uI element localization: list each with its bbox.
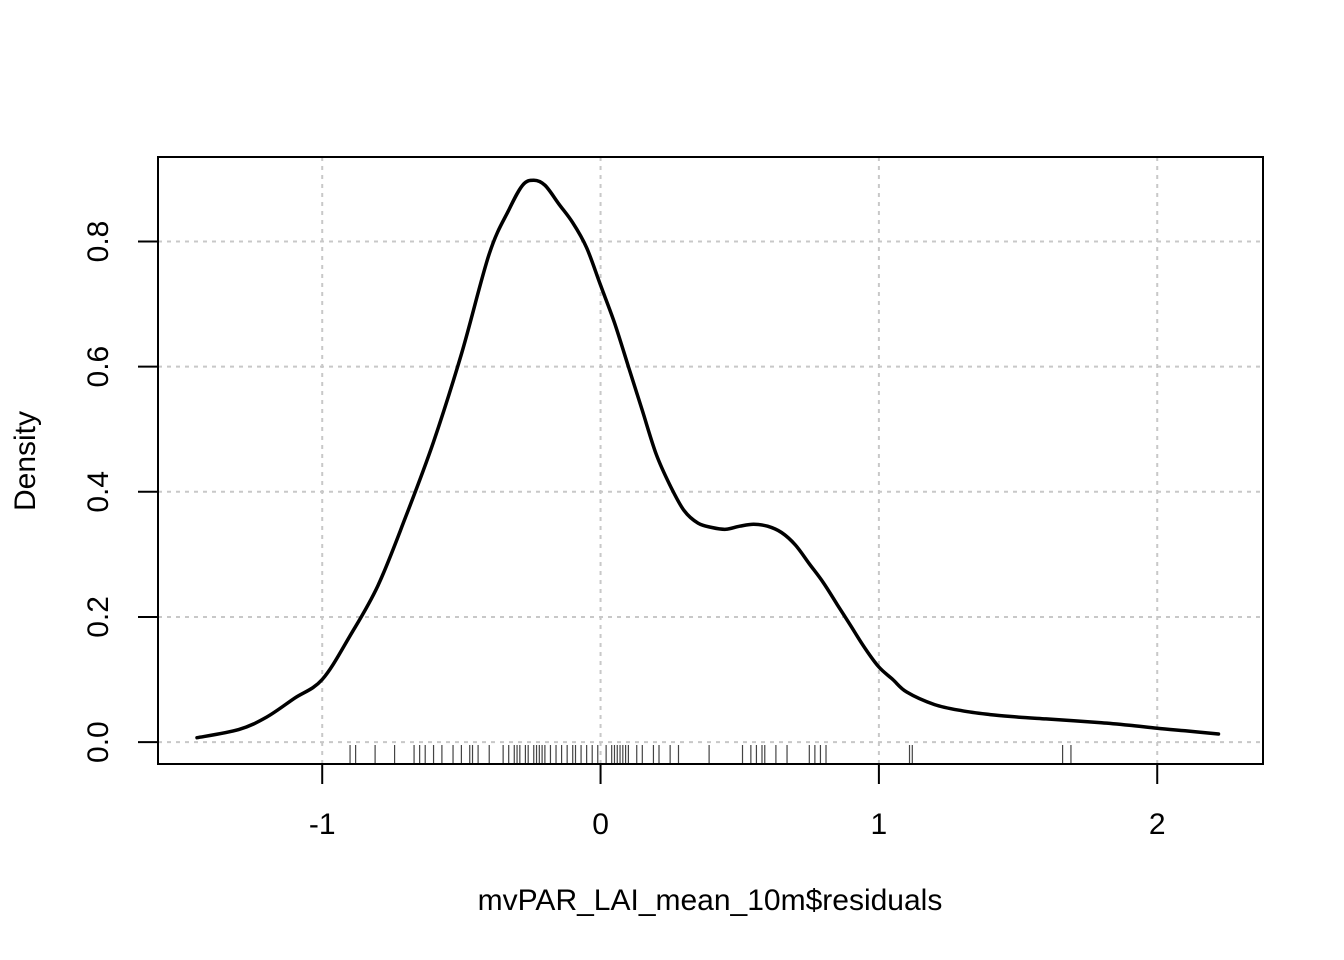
y-tick-label: 0.2	[82, 596, 115, 638]
y-tick-label: 0.8	[82, 221, 115, 263]
x-tick-label: -1	[309, 808, 336, 841]
y-tick-label: 0.0	[82, 721, 115, 763]
x-tick-label: 2	[1149, 808, 1166, 841]
x-axis: -1 0 1 2	[309, 763, 1166, 841]
x-tick-label: 0	[592, 808, 609, 841]
x-tick-label: 1	[871, 808, 888, 841]
density-curve	[195, 178, 1221, 740]
y-tick-label: 0.6	[82, 346, 115, 388]
y-tick-label: 0.4	[82, 471, 115, 513]
x-axis-label: mvPAR_LAI_mean_10m$residuals	[478, 884, 943, 917]
y-axis-label: Density	[9, 411, 42, 511]
rug-marks	[349, 745, 1072, 764]
y-axis: 0.0 0.2 0.4 0.6 0.8	[82, 221, 158, 763]
plot-frame	[157, 156, 1264, 765]
grid-lines	[158, 157, 1263, 764]
